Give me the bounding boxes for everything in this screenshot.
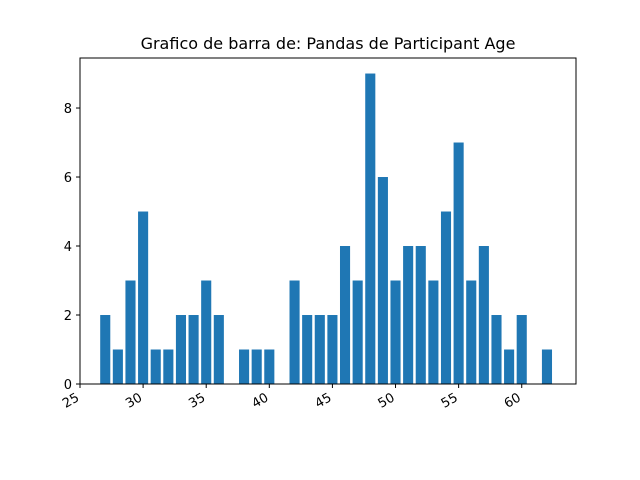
x-tick-label: 60	[502, 390, 524, 411]
bar	[516, 315, 527, 384]
bars-layer	[100, 73, 553, 385]
x-tick-label: 35	[186, 390, 208, 411]
y-tick-label: 8	[64, 102, 72, 117]
bar	[289, 280, 300, 384]
bar	[213, 315, 224, 384]
bar	[415, 246, 426, 384]
bar	[125, 280, 136, 384]
bar	[390, 280, 401, 384]
bar	[314, 315, 325, 384]
bar	[428, 280, 439, 384]
bar	[201, 280, 212, 384]
bar	[163, 349, 174, 384]
bar	[377, 177, 388, 384]
y-tick-label: 0	[64, 378, 72, 393]
bar	[339, 246, 351, 384]
x-tick-label: 50	[376, 390, 398, 411]
bar	[365, 73, 376, 385]
bar	[491, 315, 502, 384]
x-tick-label: 45	[313, 390, 335, 411]
bar	[541, 349, 553, 384]
x-tick-label: 25	[60, 390, 82, 411]
bar	[239, 349, 250, 384]
bar	[504, 349, 515, 384]
y-tick-label: 2	[64, 309, 72, 324]
y-tick-label: 4	[64, 240, 72, 255]
bar	[403, 246, 414, 384]
bar	[138, 211, 149, 384]
bar	[251, 349, 262, 384]
bar	[440, 211, 452, 384]
bar	[478, 246, 489, 384]
plot-frame	[79, 57, 577, 385]
bar	[150, 349, 161, 384]
bar	[453, 142, 464, 384]
chart-title: Grafico de barra de: Pandas de Participa…	[141, 34, 516, 53]
axes-layer: 25 30 35 40 45 50 55 60 0 2 4 6 8	[60, 57, 577, 412]
x-tick-label: 55	[439, 390, 461, 411]
bar	[175, 315, 187, 384]
x-tick-label: 30	[123, 390, 145, 411]
x-tick-label: 40	[249, 390, 271, 411]
bar	[112, 349, 123, 384]
bar	[466, 280, 477, 384]
bar	[302, 315, 313, 384]
bar	[100, 315, 111, 384]
bar	[352, 280, 363, 384]
bar	[264, 349, 275, 384]
y-tick-label: 6	[64, 171, 72, 186]
bar	[327, 315, 338, 384]
bar	[188, 315, 199, 384]
